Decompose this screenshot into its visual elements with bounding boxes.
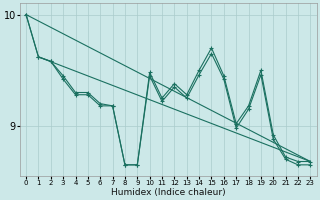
X-axis label: Humidex (Indice chaleur): Humidex (Indice chaleur)	[111, 188, 226, 197]
